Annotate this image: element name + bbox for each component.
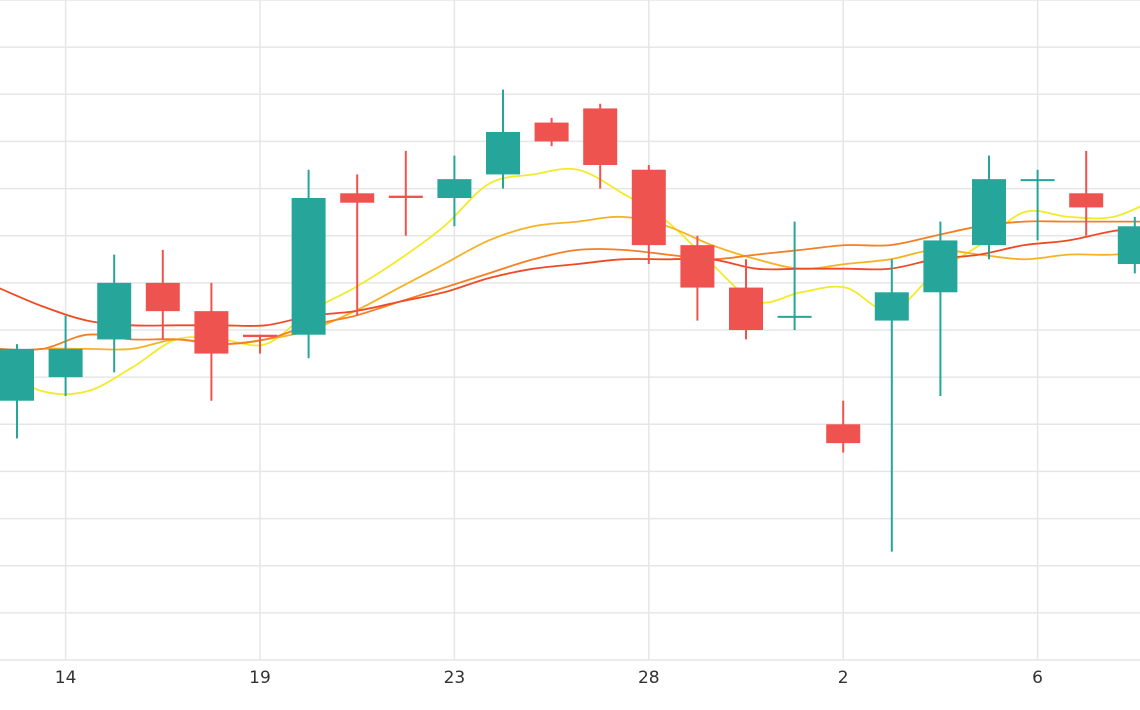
candle [243, 334, 277, 354]
x-axis-ticks: 14 19 23 28 2 6 [55, 668, 1043, 688]
candle-body [194, 311, 229, 354]
candle-body [486, 132, 520, 175]
candle-body [680, 245, 715, 288]
candle [486, 89, 520, 189]
candle [534, 117, 569, 147]
candle-body [291, 198, 326, 335]
candle [874, 259, 909, 552]
candle [729, 259, 763, 340]
candle-body [97, 282, 132, 340]
candle [631, 165, 666, 264]
candle-body [631, 169, 666, 246]
candle [826, 400, 861, 453]
candle-body [777, 315, 812, 318]
candle [1020, 169, 1055, 241]
candle [1117, 216, 1140, 274]
candle [0, 344, 34, 439]
candle-body [0, 348, 34, 401]
x-tick-label: 19 [249, 668, 271, 688]
candle-body [437, 179, 472, 198]
candle [340, 174, 375, 316]
candle-body [972, 179, 1006, 246]
candle [145, 249, 180, 340]
candle-body [729, 287, 763, 330]
x-tick-label: 2 [838, 668, 849, 688]
candle-body [1069, 193, 1104, 208]
candle-body [243, 334, 277, 338]
candle-body [826, 424, 861, 444]
candle-body [923, 240, 958, 293]
candle-body [874, 292, 909, 321]
candle-body [340, 193, 375, 203]
moving-average-line-4 [0, 227, 1140, 327]
candle [388, 150, 423, 236]
x-tick-label: 28 [638, 668, 660, 688]
candle [1069, 150, 1104, 236]
candle-body [48, 348, 83, 378]
candle [923, 221, 958, 396]
candle [97, 254, 132, 373]
candle [48, 315, 83, 396]
moving-average-line-3 [0, 220, 1140, 351]
candle [680, 235, 715, 321]
candle-body [145, 282, 180, 312]
candle [437, 155, 472, 227]
candle-layer [0, 89, 1140, 552]
candle-body [583, 108, 618, 165]
candle-body [388, 195, 423, 198]
candle [291, 169, 326, 359]
x-tick-label: 23 [444, 668, 466, 688]
candle [583, 103, 618, 189]
candle [194, 282, 229, 401]
candle [777, 221, 812, 330]
x-tick-label: 6 [1032, 668, 1043, 688]
candle-body [1020, 179, 1055, 182]
candle-body [1117, 226, 1140, 264]
moving-average-line-1 [0, 167, 1140, 396]
candle [972, 155, 1006, 260]
x-tick-label: 14 [55, 668, 77, 688]
moving-average-layer [0, 167, 1140, 396]
candle-body [534, 122, 569, 142]
grid-layer [0, 0, 1140, 661]
